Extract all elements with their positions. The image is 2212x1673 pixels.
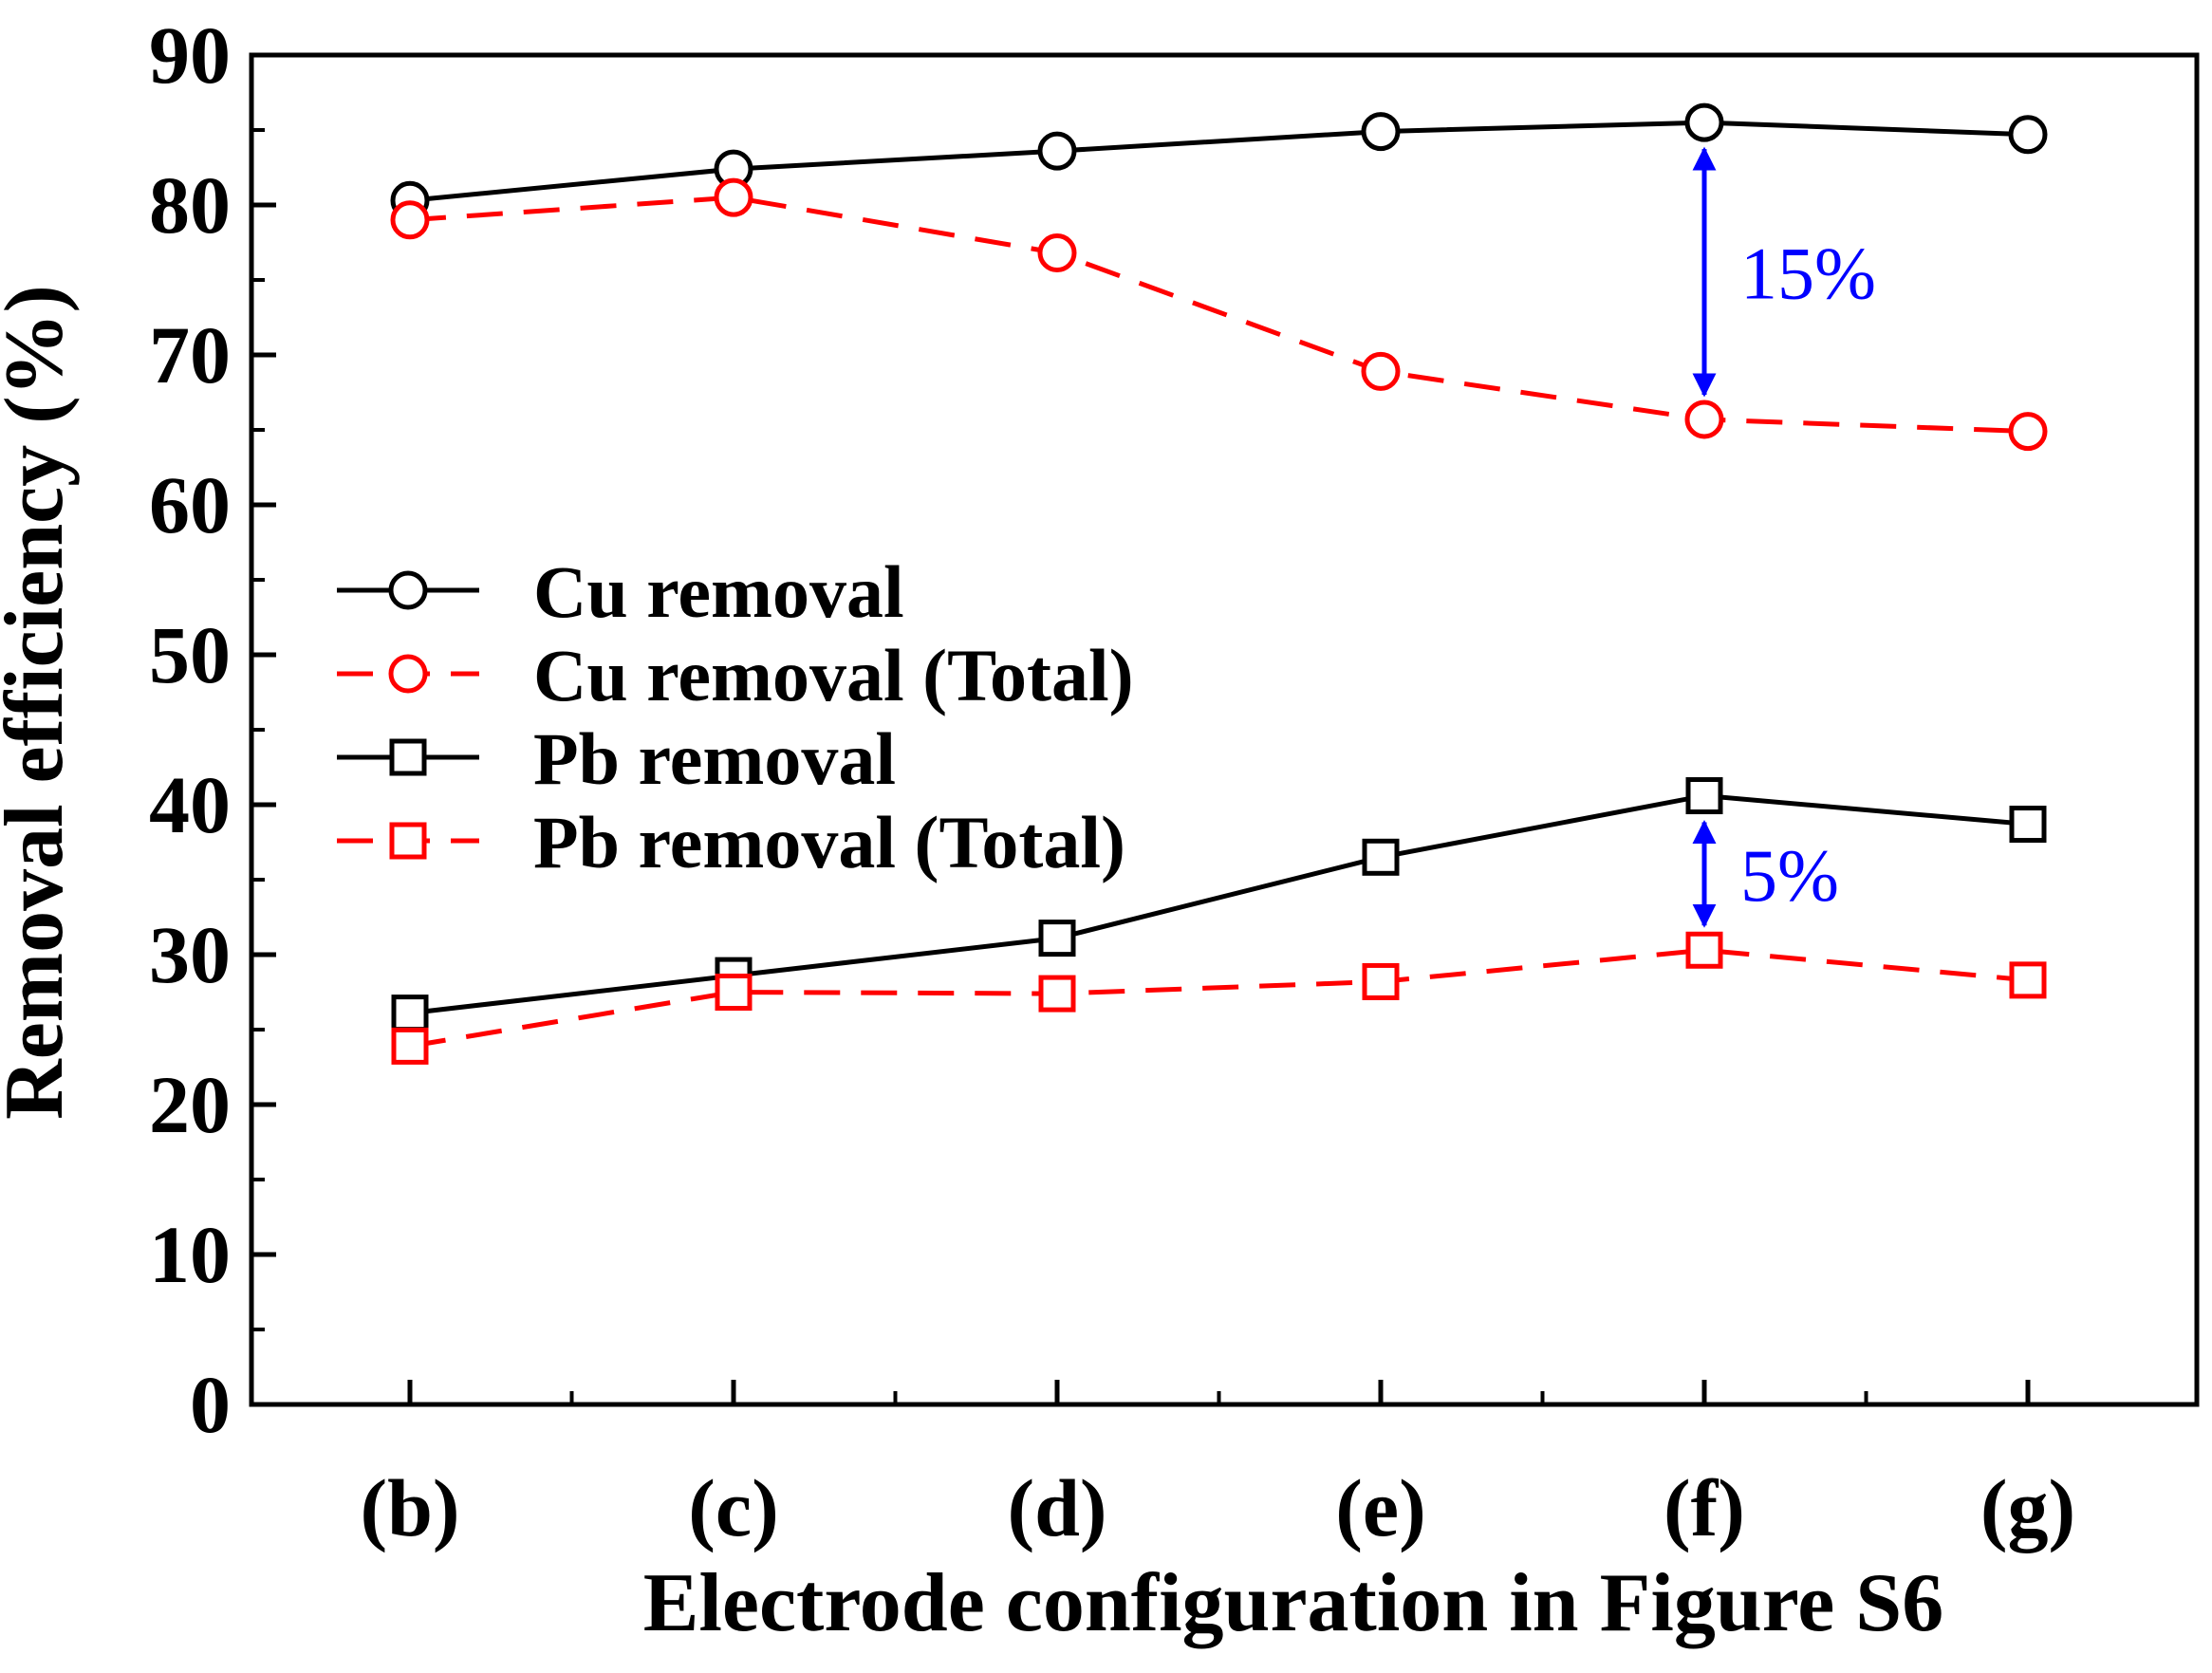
legend-swatch-marker [389,822,427,860]
x-tick-label: (g) [1980,1462,2075,1553]
data-point [2009,806,2047,844]
y-tick-label: 60 [149,459,231,550]
data-point [1362,962,1400,1000]
legend-item: Cu removal (Total) [337,634,1134,716]
y-tick-label: 70 [149,309,231,400]
legend-swatch-marker [388,654,428,694]
legend-swatch-marker [389,738,427,776]
series-cu-removal [390,102,2048,220]
x-tick-label: (b) [360,1462,459,1553]
legend-label: Cu removal (Total) [533,634,1134,716]
data-point [1038,975,1076,1013]
data-point [1685,931,1723,969]
annotation-label: 5% [1740,834,1839,917]
data-point [714,177,753,217]
series-layer [390,102,2048,1065]
data-point [391,1027,429,1065]
series-pb-removal-total [391,931,2047,1065]
legend-label: Pb removal (Total) [533,801,1125,883]
legend-label: Pb removal [533,717,896,800]
y-tick-label: 10 [149,1209,231,1300]
data-point [1361,351,1401,391]
legend-item: Pb removal [337,717,896,800]
series-line [409,120,2029,203]
series-cu-removal-total [390,177,2048,452]
data-point [1037,233,1077,273]
series-line [409,792,2029,1016]
y-tick-label: 20 [149,1059,231,1150]
annotations: 15% 5% [1692,146,1876,928]
y-tick-label: 80 [149,159,231,251]
y-tick-label: 90 [149,9,231,101]
data-point [1684,400,1724,439]
data-point [1037,131,1077,171]
x-tick-label: (f) [1664,1462,1745,1553]
x-tick-label: (d) [1007,1462,1106,1553]
series-line [409,947,2029,1049]
y-tick-label: 40 [149,759,231,850]
data-point [2008,115,2048,155]
legend-label: Cu removal [533,550,904,633]
data-point [2009,961,2047,999]
data-point [1685,777,1723,815]
data-point [1361,112,1401,152]
legend-item: Cu removal [337,550,904,633]
data-point [1038,920,1076,957]
x-tick-label: (c) [688,1462,778,1553]
x-tick-label: (e) [1335,1462,1425,1553]
series-line [409,195,2029,435]
y-axis-title: Removal efficiency (%) [0,285,81,1120]
y-tick-label: 30 [149,909,231,1000]
data-point [1684,102,1724,142]
legend-item: Pb removal (Total) [337,801,1125,883]
legend-swatch-marker [388,570,428,610]
y-tick-label: 50 [149,609,231,700]
y-tick-label: 0 [190,1359,231,1450]
data-point [1362,838,1400,876]
data-point [390,200,430,240]
data-point [391,995,429,1032]
annotation-label: 15% [1740,232,1876,315]
data-point [2008,412,2048,452]
axes: 0 10 20 30 40 50 60 70 80 90 (b) (c) (d) (e) (f) (g) [149,9,2200,1553]
series-pb-removal [391,777,2047,1032]
x-axis-title: Electrode configuration in Figure S6 [643,1557,1944,1649]
data-point [715,974,753,1011]
